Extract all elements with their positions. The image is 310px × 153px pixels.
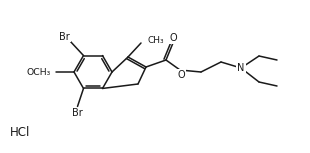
Text: N: N bbox=[237, 63, 245, 73]
Text: Br: Br bbox=[72, 108, 83, 118]
Text: HCl: HCl bbox=[10, 127, 30, 140]
Text: O: O bbox=[169, 33, 177, 43]
Text: OCH₃: OCH₃ bbox=[27, 67, 51, 76]
Text: CH₃: CH₃ bbox=[147, 35, 164, 45]
Text: Br: Br bbox=[59, 32, 70, 42]
Text: O: O bbox=[177, 70, 185, 80]
